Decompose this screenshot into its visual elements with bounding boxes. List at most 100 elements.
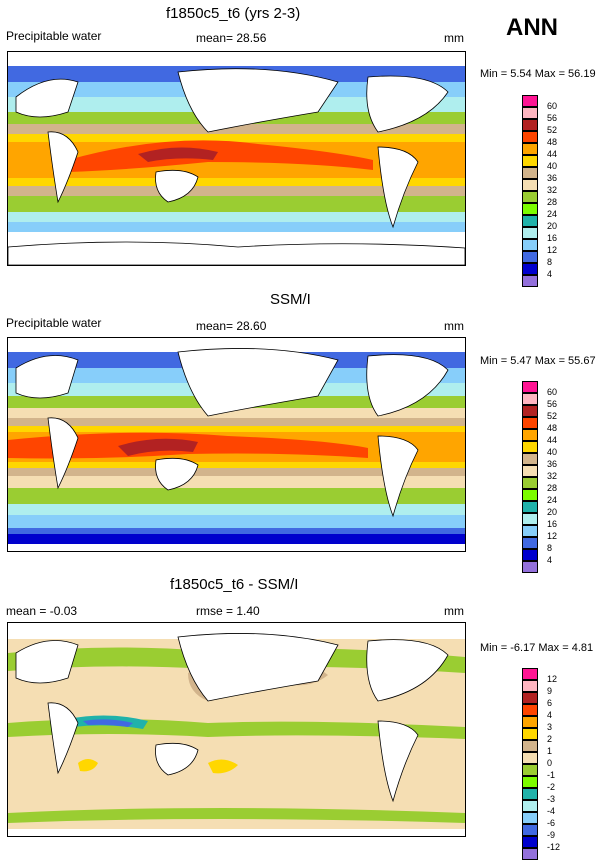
panel3-tick: 9 bbox=[547, 686, 553, 696]
panel2-tick: 8 bbox=[547, 543, 553, 553]
panel2-swatch bbox=[522, 477, 538, 489]
panel2-swatch bbox=[522, 525, 538, 537]
panel3-tick: -12 bbox=[547, 842, 561, 852]
panel2-tick: 36 bbox=[547, 459, 558, 469]
panel1-tick: 44 bbox=[547, 149, 558, 159]
panel1-swatch bbox=[522, 239, 538, 251]
panel3-tick: 6 bbox=[547, 698, 553, 708]
panel2-swatch bbox=[522, 417, 538, 429]
panel1-tick: 28 bbox=[547, 197, 558, 207]
panel3-units: mm bbox=[444, 604, 464, 618]
panel1-tick: 40 bbox=[547, 161, 558, 171]
panel2-swatch bbox=[522, 549, 538, 561]
panel2-tick: 4 bbox=[547, 555, 553, 565]
panel3-colorbar bbox=[522, 668, 538, 860]
panel1-swatch bbox=[522, 227, 538, 239]
panel2-tick: 24 bbox=[547, 495, 558, 505]
panel2-colorbar bbox=[522, 381, 538, 573]
panel3-tick: -3 bbox=[547, 794, 556, 804]
panel3-swatch bbox=[522, 668, 538, 680]
panel3-tick: 1 bbox=[547, 746, 553, 756]
panel1-tick: 20 bbox=[547, 221, 558, 231]
panel1-tick: 48 bbox=[547, 137, 558, 147]
panel3-tick: 12 bbox=[547, 674, 558, 684]
panel2-tick: 52 bbox=[547, 411, 558, 421]
panel2-title: SSM/I bbox=[270, 291, 311, 308]
panel2-tick: 44 bbox=[547, 435, 558, 445]
panel1-tick: 60 bbox=[547, 101, 558, 111]
panel1-tick: 16 bbox=[547, 233, 558, 243]
panel1-tick: 52 bbox=[547, 125, 558, 135]
panel2-swatch bbox=[522, 501, 538, 513]
panel2-swatch bbox=[522, 381, 538, 393]
panel2-map bbox=[7, 337, 466, 552]
panel1-tick: 32 bbox=[547, 185, 558, 195]
panel2-left-label: Precipitable water bbox=[6, 316, 102, 330]
panel1-swatch bbox=[522, 191, 538, 203]
panel3-swatch bbox=[522, 776, 538, 788]
panel3-tick: 4 bbox=[547, 710, 553, 720]
panel1-tick: 56 bbox=[547, 113, 558, 123]
panel1-swatch bbox=[522, 143, 538, 155]
panel3-swatch bbox=[522, 728, 538, 740]
panel1-colorbar bbox=[522, 95, 538, 287]
panel3-tick: -9 bbox=[547, 830, 556, 840]
panel3-swatch bbox=[522, 812, 538, 824]
panel1-swatch bbox=[522, 167, 538, 179]
panel2-swatch bbox=[522, 393, 538, 405]
panel3-tick: -6 bbox=[547, 818, 556, 828]
panel3-swatch bbox=[522, 836, 538, 848]
panel1-swatch bbox=[522, 155, 538, 167]
panel3-swatch bbox=[522, 848, 538, 860]
panel1-swatch bbox=[522, 251, 538, 263]
panel3-tick: 3 bbox=[547, 722, 553, 732]
panel3-swatch bbox=[522, 824, 538, 836]
panel2-tick: 20 bbox=[547, 507, 558, 517]
panel1-swatch bbox=[522, 275, 538, 287]
panel2-tick: 56 bbox=[547, 399, 558, 409]
panel3-swatch bbox=[522, 752, 538, 764]
panel3-swatch bbox=[522, 800, 538, 812]
panel1-mean-label: mean= 28.56 bbox=[196, 31, 267, 45]
panel2-swatch bbox=[522, 561, 538, 573]
panel3-swatch bbox=[522, 692, 538, 704]
panel1-swatch bbox=[522, 215, 538, 227]
panel2-swatch bbox=[522, 465, 538, 477]
panel3-swatch bbox=[522, 764, 538, 776]
panel1-tick: 4 bbox=[547, 269, 553, 279]
panel1-tick: 8 bbox=[547, 257, 553, 267]
panel3-swatch bbox=[522, 716, 538, 728]
panel3-tick: -2 bbox=[547, 782, 556, 792]
panel3-tick: 2 bbox=[547, 734, 553, 744]
panel2-swatch bbox=[522, 441, 538, 453]
panel3-minmax: Min = -6.17 Max = 4.81 bbox=[480, 642, 594, 654]
panel3-tick: 0 bbox=[547, 758, 553, 768]
panel3-map bbox=[7, 622, 466, 837]
panel1-swatch bbox=[522, 263, 538, 275]
panel2-swatch bbox=[522, 453, 538, 465]
panel2-swatch bbox=[522, 489, 538, 501]
panel3-swatch bbox=[522, 704, 538, 716]
panel1-units: mm bbox=[444, 31, 464, 45]
panel1-swatch bbox=[522, 179, 538, 191]
panel3-left-label: mean = -0.03 bbox=[6, 604, 78, 618]
panel1-minmax: Min = 5.54 Max = 56.19 bbox=[480, 68, 596, 80]
panel2-tick: 32 bbox=[547, 471, 558, 481]
panel2-swatch bbox=[522, 537, 538, 549]
panel2-tick: 40 bbox=[547, 447, 558, 457]
panel2-map-field bbox=[8, 338, 465, 551]
panel3-tick: -4 bbox=[547, 806, 556, 816]
panel3-swatch bbox=[522, 680, 538, 692]
panel3-swatch bbox=[522, 788, 538, 800]
panel1-map bbox=[7, 51, 466, 266]
panel2-swatch bbox=[522, 405, 538, 417]
panel1-map-field bbox=[8, 52, 465, 265]
panel3-tick: -1 bbox=[547, 770, 556, 780]
panel1-swatch bbox=[522, 95, 538, 107]
panel1-tick: 24 bbox=[547, 209, 558, 219]
panel2-minmax: Min = 5.47 Max = 55.67 bbox=[480, 355, 596, 367]
panel1-title: f1850c5_t6 (yrs 2-3) bbox=[166, 5, 301, 22]
panel3-map-field bbox=[8, 623, 465, 836]
season-label: ANN bbox=[506, 14, 558, 41]
panel1-swatch bbox=[522, 203, 538, 215]
